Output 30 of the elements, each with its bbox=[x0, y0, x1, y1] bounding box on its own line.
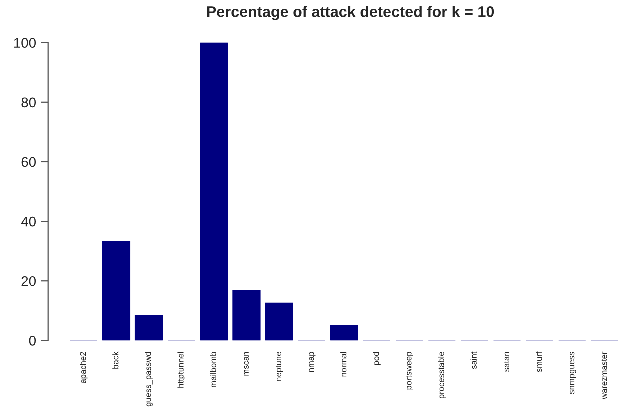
x-tick-label: satan bbox=[504, 352, 510, 372]
x-tick-label: processtable bbox=[438, 352, 446, 398]
x-tick-label: mailbomb bbox=[210, 352, 216, 388]
chart-title: Percentage of attack detected for k = 10 bbox=[207, 6, 494, 20]
y-tick-label: 60 bbox=[22, 157, 36, 168]
x-tick-label: httptunnel bbox=[178, 352, 186, 388]
x-tick-label: apache2 bbox=[80, 352, 88, 384]
x-tick-label: normal bbox=[340, 352, 347, 377]
x-tick-label: back bbox=[112, 352, 119, 369]
bar bbox=[134, 315, 164, 341]
bar bbox=[265, 302, 294, 341]
bar bbox=[232, 290, 261, 341]
x-tick-label: snmpguess bbox=[570, 352, 576, 394]
x-tick-label: warezmaster bbox=[602, 352, 608, 400]
x-tick-label: guess_passwd bbox=[145, 352, 153, 407]
x-tick-label: portsweep bbox=[406, 352, 414, 390]
bar bbox=[200, 42, 228, 341]
x-tick-label: saint bbox=[470, 352, 477, 370]
y-tick-label: 0 bbox=[29, 336, 36, 346]
y-tick-label: 100 bbox=[14, 38, 36, 48]
x-tick-label: nmap bbox=[310, 352, 316, 372]
x-tick-label: neptune bbox=[276, 352, 284, 382]
bar bbox=[330, 325, 358, 341]
y-tick-label: 80 bbox=[22, 98, 36, 108]
x-tick-label: smurf bbox=[536, 352, 542, 372]
x-tick-label: mscan bbox=[244, 352, 249, 376]
bar bbox=[102, 240, 131, 341]
y-tick-label: 40 bbox=[21, 216, 36, 227]
x-tick-label: pod bbox=[373, 352, 381, 366]
y-tick-label: 20 bbox=[22, 276, 36, 286]
